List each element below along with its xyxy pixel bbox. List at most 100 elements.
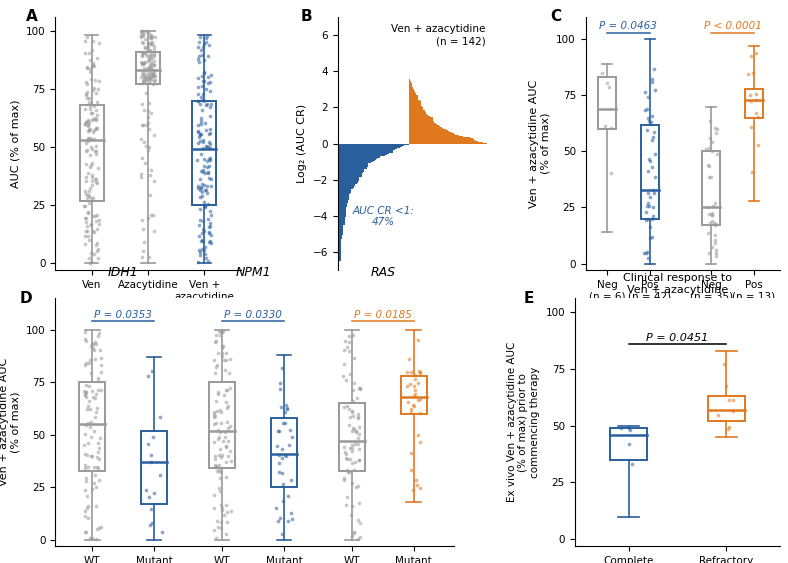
Point — [143, 46, 155, 55]
Point — [414, 484, 426, 493]
Point — [269, 503, 282, 512]
Point — [749, 108, 762, 117]
Point — [90, 239, 102, 248]
Bar — [479, 142, 481, 144]
Bar — [429, 116, 430, 144]
Bar — [453, 133, 455, 144]
Point — [272, 426, 284, 435]
Point — [146, 38, 158, 47]
Point — [221, 402, 234, 411]
Point — [81, 168, 94, 177]
Bar — [447, 131, 448, 144]
Point — [214, 405, 226, 414]
Point — [135, 32, 147, 41]
Point — [202, 167, 214, 176]
Point — [596, 69, 608, 78]
Point — [710, 245, 723, 254]
Point — [641, 105, 654, 114]
Point — [139, 89, 152, 98]
Point — [81, 491, 94, 501]
Bar — [598, 78, 616, 129]
Point — [196, 105, 209, 114]
Point — [143, 60, 156, 69]
Point — [649, 149, 661, 158]
Bar — [641, 124, 659, 218]
Point — [217, 342, 229, 351]
Point — [203, 238, 215, 247]
Point — [83, 382, 95, 391]
Point — [209, 452, 221, 461]
Point — [214, 418, 227, 427]
Point — [195, 229, 208, 238]
Point — [204, 237, 217, 246]
Point — [78, 440, 91, 449]
Point — [346, 479, 359, 488]
Point — [221, 517, 233, 526]
Point — [136, 30, 149, 39]
Point — [80, 160, 92, 169]
Point — [136, 52, 148, 61]
Point — [337, 346, 350, 355]
Point — [196, 42, 209, 51]
Point — [210, 336, 222, 345]
Point — [648, 64, 660, 73]
Point — [143, 520, 156, 529]
Point — [638, 249, 651, 258]
Point — [214, 501, 227, 510]
Point — [91, 225, 103, 234]
Bar — [349, 144, 350, 194]
Point — [81, 127, 94, 136]
Point — [284, 476, 297, 485]
Point — [142, 106, 154, 115]
Point — [212, 348, 225, 357]
Point — [143, 62, 155, 72]
Point — [352, 439, 365, 448]
Point — [210, 534, 223, 543]
Point — [199, 85, 212, 94]
Point — [720, 382, 733, 391]
Point — [411, 336, 424, 345]
Point — [81, 450, 94, 459]
Point — [136, 224, 149, 233]
Text: A: A — [25, 9, 37, 24]
Point — [213, 327, 225, 336]
Point — [623, 423, 635, 432]
Point — [207, 355, 220, 364]
Point — [87, 250, 100, 259]
Bar — [377, 144, 378, 158]
Point — [135, 73, 147, 82]
Point — [286, 515, 299, 524]
Point — [146, 59, 158, 68]
Point — [90, 175, 102, 184]
Point — [704, 218, 716, 227]
Point — [144, 34, 157, 43]
Point — [710, 150, 723, 159]
Point — [221, 404, 233, 413]
Bar — [463, 136, 464, 144]
Bar — [401, 144, 402, 146]
Point — [196, 144, 209, 153]
Point — [93, 476, 106, 485]
Bar — [397, 144, 398, 149]
Point — [145, 166, 158, 175]
Point — [196, 236, 209, 245]
Point — [346, 407, 359, 416]
Point — [213, 484, 225, 493]
Point — [91, 386, 104, 395]
Point — [649, 85, 661, 94]
Point — [203, 173, 215, 182]
Point — [148, 76, 161, 85]
Point — [198, 245, 210, 254]
Point — [199, 203, 212, 212]
Bar — [445, 129, 446, 144]
Point — [143, 142, 155, 151]
Point — [85, 433, 98, 442]
Point — [80, 393, 92, 402]
Point — [87, 344, 99, 353]
Point — [271, 516, 284, 525]
Point — [138, 75, 151, 84]
Point — [203, 227, 216, 236]
Point — [80, 189, 92, 198]
Point — [706, 137, 719, 146]
Point — [78, 186, 91, 195]
